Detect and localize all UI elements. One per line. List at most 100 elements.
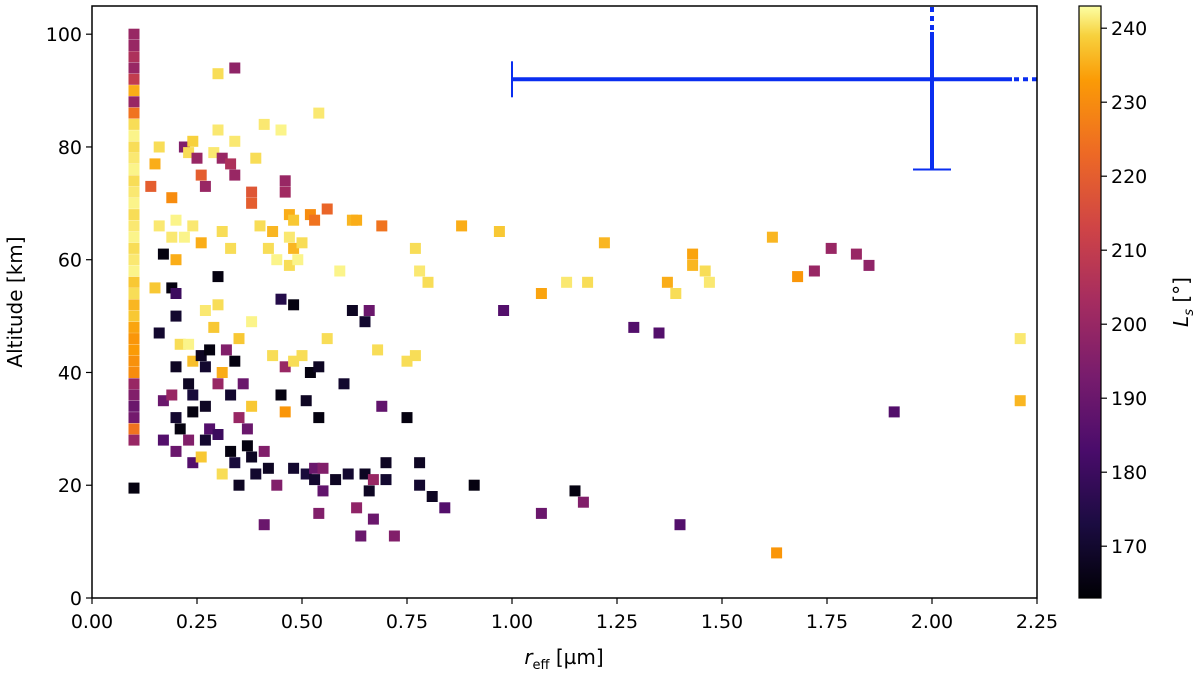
data-point — [888, 406, 900, 418]
data-point — [254, 220, 266, 232]
data-point — [229, 355, 241, 367]
data-point — [267, 350, 279, 362]
data-point — [321, 203, 333, 215]
data-point — [216, 367, 228, 378]
colorbar — [1078, 5, 1102, 599]
data-point — [212, 299, 224, 311]
data-point — [170, 214, 182, 226]
data-point — [170, 288, 182, 299]
data-point — [166, 231, 178, 243]
data-point — [237, 378, 249, 390]
colorbar-title-sub: s — [1182, 309, 1197, 316]
data-point — [128, 28, 140, 40]
data-point — [321, 333, 333, 345]
data-point — [808, 265, 820, 277]
data-point — [288, 355, 300, 367]
data-point — [279, 361, 291, 373]
data-point — [409, 350, 421, 362]
data-point — [275, 124, 287, 136]
data-point — [288, 299, 300, 311]
data-point — [380, 457, 392, 469]
colorbar-title-unit: [°] — [1169, 277, 1193, 309]
data-point — [166, 192, 178, 204]
data-point — [195, 350, 207, 362]
data-point — [1014, 333, 1026, 345]
data-point — [191, 152, 203, 164]
data-point — [216, 152, 228, 164]
data-point — [296, 350, 308, 362]
colorbar-tick-label: 230 — [1111, 92, 1147, 114]
data-point — [535, 507, 547, 519]
data-point — [1014, 395, 1026, 407]
data-point — [582, 276, 594, 288]
data-point — [334, 265, 346, 277]
data-point — [199, 400, 211, 412]
y-tick-label: 100 — [46, 24, 82, 46]
data-point — [699, 265, 711, 277]
data-point — [351, 214, 363, 226]
data-point — [279, 175, 291, 187]
data-point — [351, 502, 363, 514]
data-point — [229, 457, 241, 469]
data-point — [183, 378, 195, 390]
colorbar-tick-label: 190 — [1111, 388, 1147, 410]
data-point — [208, 147, 220, 159]
colorbar-tick-label: 210 — [1111, 240, 1147, 262]
data-point — [250, 468, 262, 480]
data-point — [246, 186, 258, 198]
x-tick-label: 1.50 — [701, 611, 743, 633]
data-point — [128, 367, 140, 378]
data-point — [456, 220, 468, 232]
data-point — [380, 474, 392, 486]
data-point — [128, 197, 140, 209]
data-point — [670, 288, 682, 299]
data-point — [187, 355, 199, 367]
data-point — [128, 321, 140, 333]
data-point — [317, 485, 329, 497]
data-point — [283, 231, 295, 243]
data-point — [414, 265, 426, 277]
data-point — [313, 412, 325, 424]
data-point — [170, 412, 182, 424]
data-point — [304, 367, 316, 378]
data-points — [128, 28, 1026, 559]
x-tick-label: 2.25 — [1016, 611, 1058, 633]
data-point — [300, 395, 312, 407]
data-point — [561, 276, 573, 288]
data-point — [271, 254, 283, 266]
data-point — [195, 169, 207, 181]
data-point — [246, 400, 258, 412]
data-point — [204, 344, 216, 356]
data-point — [128, 276, 140, 288]
x-tick-label: 2.00 — [911, 611, 953, 633]
data-point — [267, 226, 279, 237]
colorbar-ticks: 170 180 190 200 210 220 230 240 — [1101, 18, 1147, 558]
data-point — [212, 271, 224, 283]
x-tick-label: 0.75 — [386, 611, 428, 633]
y-tick-label: 40 — [58, 362, 82, 384]
data-point — [128, 62, 140, 74]
data-point — [376, 400, 388, 412]
data-point — [792, 271, 804, 283]
data-point — [128, 118, 140, 130]
data-point — [279, 186, 291, 198]
y-tick-label: 0 — [70, 588, 82, 610]
data-point — [309, 474, 321, 486]
data-point — [128, 434, 140, 446]
data-point — [241, 440, 253, 452]
data-point — [128, 423, 140, 435]
data-point — [233, 412, 245, 424]
data-point — [313, 507, 325, 519]
data-point — [342, 468, 354, 480]
data-point — [367, 513, 379, 525]
data-point — [367, 474, 379, 486]
data-point — [157, 248, 169, 260]
data-point — [771, 547, 783, 559]
data-point — [401, 355, 413, 367]
data-point — [271, 479, 283, 491]
x-tick-label: 0.00 — [71, 611, 113, 633]
data-point — [212, 124, 224, 136]
data-point — [145, 180, 157, 192]
data-point — [216, 468, 228, 480]
data-point — [187, 135, 199, 147]
